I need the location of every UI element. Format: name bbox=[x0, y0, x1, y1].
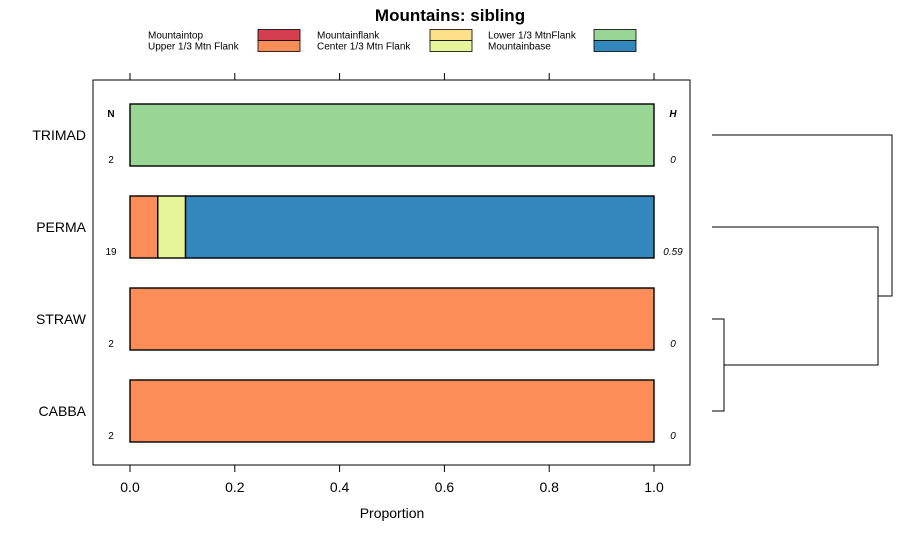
x-tick-label: 0.0 bbox=[120, 479, 140, 495]
bar-segment bbox=[129, 379, 655, 443]
n-value: 19 bbox=[105, 247, 117, 258]
axes: 0.0 0.2 0.4 0.6 0.8 1.0 bbox=[120, 73, 664, 495]
n-header: N bbox=[107, 109, 114, 120]
h-value: 0 bbox=[670, 431, 676, 442]
legend-swatch bbox=[593, 29, 637, 41]
bar-segment bbox=[129, 103, 655, 167]
chart-title: Mountains: sibling bbox=[375, 6, 525, 25]
category-label: TRIMAD bbox=[32, 127, 86, 143]
dendrogram bbox=[712, 134, 893, 412]
h-value: 0.59 bbox=[663, 247, 683, 258]
category-label: PERMA bbox=[36, 219, 86, 235]
category-label: STRAW bbox=[36, 311, 87, 327]
dendrogram-branch bbox=[712, 134, 893, 297]
legend-label: Lower 1/3 MtnFlank bbox=[488, 31, 577, 42]
x-tick-label: 0.2 bbox=[225, 479, 245, 495]
n-value: 2 bbox=[108, 339, 114, 350]
x-axis-label: Proportion bbox=[360, 505, 425, 521]
x-tick-label: 0.4 bbox=[330, 479, 350, 495]
x-tick-label: 0.8 bbox=[539, 479, 559, 495]
h-value: 0 bbox=[670, 155, 676, 166]
bars: TRIMAD 2 0 PERMA 19 0.59 STRAW 2 0 CABBA 2 0 bbox=[32, 103, 683, 443]
bar-segment bbox=[157, 195, 187, 259]
n-value: 2 bbox=[108, 155, 114, 166]
dendrogram-branch bbox=[712, 226, 879, 366]
x-tick-label: 0.6 bbox=[435, 479, 455, 495]
legend-label: Center 1/3 Mtn Flank bbox=[317, 42, 411, 53]
legend-label: Mountainflank bbox=[317, 31, 380, 42]
dendrogram-branch bbox=[712, 318, 725, 412]
legend-label: Mountainbase bbox=[488, 42, 551, 53]
x-tick-label: 1.0 bbox=[644, 479, 664, 495]
bar-segment bbox=[129, 195, 159, 259]
bar-segment bbox=[184, 195, 655, 259]
legend-swatch bbox=[257, 40, 301, 52]
legend-swatch bbox=[593, 40, 637, 52]
legend-label: Mountaintop bbox=[148, 31, 203, 42]
n-value: 2 bbox=[108, 431, 114, 442]
legend-swatch bbox=[429, 40, 473, 52]
h-header: H bbox=[669, 109, 677, 120]
legend-label: Upper 1/3 Mtn Flank bbox=[148, 42, 240, 53]
category-label: CABBA bbox=[39, 403, 87, 419]
bar-segment bbox=[129, 287, 655, 351]
legend-swatch bbox=[257, 29, 301, 41]
legend-swatch bbox=[429, 29, 473, 41]
h-value: 0 bbox=[670, 339, 676, 350]
plot-frame bbox=[92, 79, 691, 466]
